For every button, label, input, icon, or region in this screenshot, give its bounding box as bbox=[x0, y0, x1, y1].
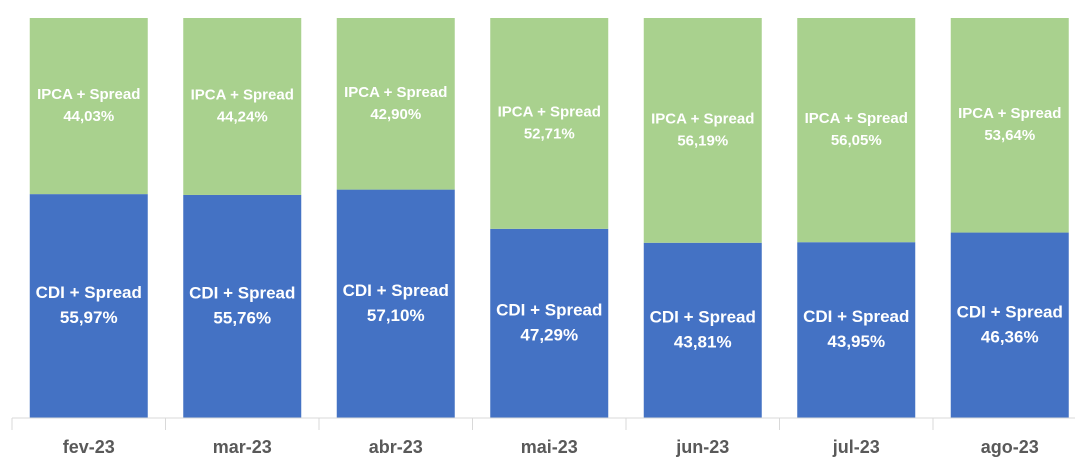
data-label: 46,36% bbox=[981, 327, 1039, 346]
data-label-series: IPCA + Spread bbox=[344, 84, 447, 101]
data-label: 43,95% bbox=[827, 332, 885, 351]
bar-segment bbox=[950, 18, 1069, 233]
data-label: 55,97% bbox=[60, 308, 118, 327]
data-label: 53,64% bbox=[984, 127, 1035, 144]
bar-segment bbox=[29, 194, 148, 418]
x-tick-label: fev-23 bbox=[63, 437, 115, 457]
data-label-series: CDI + Spread bbox=[343, 281, 449, 300]
data-label-series: CDI + Spread bbox=[650, 307, 756, 326]
bar-segment bbox=[490, 18, 609, 229]
data-label-series: IPCA + Spread bbox=[37, 86, 140, 103]
bar-segment bbox=[950, 232, 1069, 418]
bar-segment bbox=[336, 189, 455, 418]
x-tick-label: abr-23 bbox=[369, 437, 423, 457]
bar-segment bbox=[183, 18, 302, 195]
x-tick-label: ago-23 bbox=[981, 437, 1039, 457]
bar-segment bbox=[490, 228, 609, 418]
bar-segment bbox=[797, 18, 916, 243]
data-label: 56,19% bbox=[677, 132, 728, 149]
data-label: 42,90% bbox=[370, 106, 421, 123]
data-label: 52,71% bbox=[524, 125, 575, 142]
data-label: 44,03% bbox=[63, 108, 114, 125]
data-label-series: IPCA + Spread bbox=[651, 110, 754, 127]
data-label: 55,76% bbox=[213, 308, 271, 327]
bar-segment bbox=[797, 242, 916, 418]
data-label-series: CDI + Spread bbox=[36, 283, 142, 302]
bar-segment bbox=[336, 18, 455, 190]
data-label-series: CDI + Spread bbox=[957, 302, 1063, 321]
x-tick-label: mai-23 bbox=[521, 437, 578, 457]
data-label-series: CDI + Spread bbox=[803, 307, 909, 326]
data-label: 44,24% bbox=[217, 108, 268, 125]
x-tick-label: jul-23 bbox=[832, 437, 880, 457]
data-label-series: CDI + Spread bbox=[496, 300, 602, 319]
bar-segment bbox=[29, 18, 148, 195]
data-label-series: IPCA + Spread bbox=[958, 105, 1061, 122]
data-label: 56,05% bbox=[831, 132, 882, 149]
data-label: 57,10% bbox=[367, 306, 425, 325]
data-label: 43,81% bbox=[674, 332, 732, 351]
bar-segment bbox=[183, 194, 302, 418]
data-label-series: IPCA + Spread bbox=[805, 110, 908, 127]
data-label-series: CDI + Spread bbox=[189, 283, 295, 302]
bar-segment bbox=[643, 242, 762, 418]
x-tick-label: mar-23 bbox=[213, 437, 272, 457]
data-label-series: IPCA + Spread bbox=[498, 103, 601, 120]
bar-segment bbox=[643, 18, 762, 243]
x-tick-label: jun-23 bbox=[675, 437, 729, 457]
data-label-series: IPCA + Spread bbox=[191, 86, 294, 103]
data-label: 47,29% bbox=[520, 325, 578, 344]
